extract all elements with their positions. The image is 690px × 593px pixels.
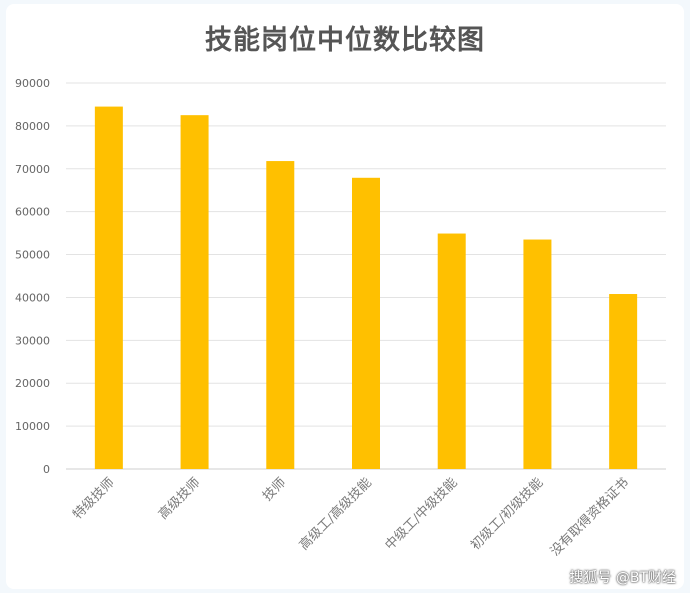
- bar: [180, 115, 209, 470]
- bar: [94, 106, 123, 469]
- chart-title: 技能岗位中位数比较图: [205, 25, 485, 56]
- bar: [437, 233, 466, 469]
- y-tick-label: 20000: [15, 377, 50, 390]
- x-tick-label: 中级工/中级技能: [382, 475, 460, 553]
- y-tick-label: 40000: [15, 291, 50, 304]
- x-tick-label: 特级技师: [70, 475, 117, 522]
- x-tick-label: 初级工/初级技能: [468, 475, 546, 553]
- x-tick-label: 高级工/高级技能: [296, 475, 375, 554]
- x-tick-label: 高级技师: [155, 475, 203, 523]
- y-tick-label: 10000: [15, 420, 50, 433]
- watermark: 搜狐号 @BT财经: [569, 570, 676, 586]
- bar: [266, 161, 295, 469]
- y-tick-label: 30000: [15, 334, 50, 347]
- y-tick-label: 80000: [15, 120, 50, 133]
- y-tick-label: 70000: [15, 163, 50, 176]
- bar: [523, 239, 552, 469]
- y-tick-label: 0: [43, 463, 50, 476]
- y-tick-label: 90000: [15, 77, 50, 90]
- bar: [352, 177, 380, 470]
- y-tick-label: 60000: [15, 206, 50, 219]
- x-tick-label: 技师: [260, 475, 289, 504]
- y-tick-label: 50000: [15, 249, 50, 262]
- x-tick-label: 没有取得资格证书: [547, 475, 632, 560]
- bar: [609, 294, 638, 469]
